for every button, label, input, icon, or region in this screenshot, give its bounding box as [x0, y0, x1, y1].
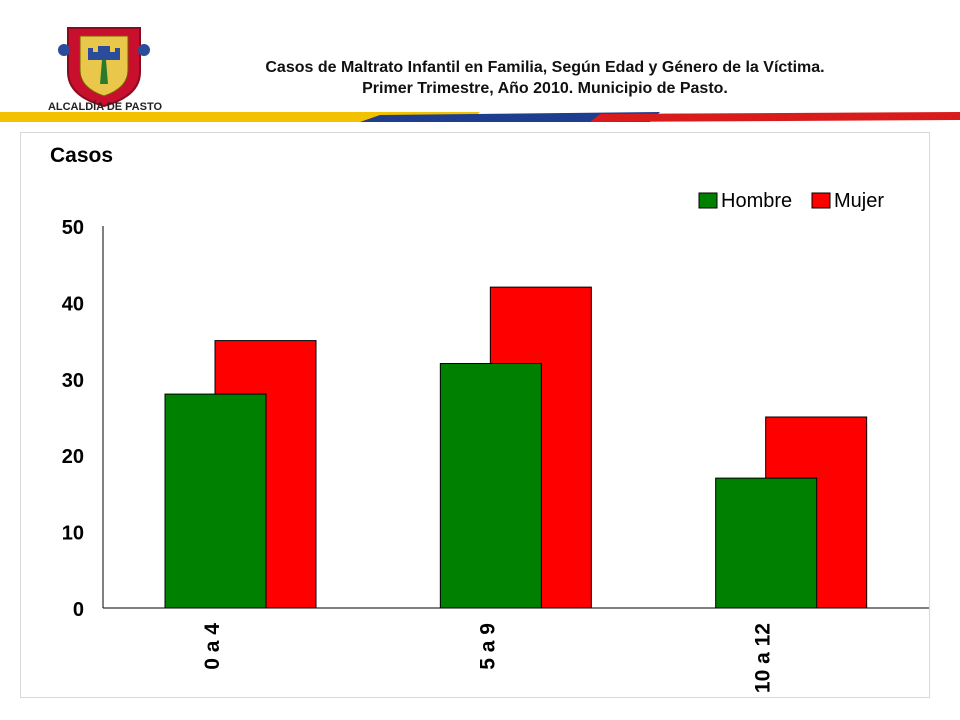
x-tick-label: 10 a 12 — [752, 623, 775, 693]
ornament-right-icon — [138, 44, 150, 56]
bar-hombre — [164, 393, 267, 609]
x-tick-label: 5 a 9 — [476, 623, 499, 670]
logo-text: ALCALDÍA DE PASTO — [48, 100, 163, 112]
stripe-yellow — [0, 112, 480, 122]
y-tick-label: 50 — [62, 217, 84, 239]
legend-swatch-mujer — [811, 192, 831, 209]
tick-labels: 0 10 20 30 40 50 0 a 4 5 a 9 10 a 12 — [62, 217, 775, 693]
y-tick-label: 10 — [62, 523, 84, 545]
stripe-red — [590, 112, 960, 122]
y-tick-label: 30 — [62, 370, 84, 392]
y-axis-label: Casos — [50, 144, 113, 167]
y-tick-label: 20 — [62, 446, 84, 468]
castle-icon — [88, 46, 120, 60]
page-title: Casos de Maltrato Infantil en Familia, S… — [200, 57, 890, 99]
y-tick-label: 0 — [73, 599, 84, 621]
bars — [164, 286, 868, 609]
bar-hombre — [439, 363, 542, 609]
bar-chart: Casos Hombre Mujer 0 10 20 30 40 50 0 a 4 5 a 9… — [50, 144, 929, 693]
title-line-2: Primer Trimestre, Año 2010. Municipio de… — [362, 80, 728, 97]
y-tick-label: 40 — [62, 293, 84, 315]
stripe-blue — [360, 112, 660, 122]
legend-label-mujer: Mujer — [834, 190, 884, 212]
figure-icon — [100, 60, 108, 84]
alcaldia-logo: ALCALDÍA DE PASTO — [48, 27, 163, 112]
legend-label-hombre: Hombre — [721, 190, 792, 212]
x-tick-label: 0 a 4 — [201, 623, 224, 670]
header-stripe — [0, 112, 960, 122]
title-line-1: Casos de Maltrato Infantil en Familia, S… — [265, 59, 825, 76]
bar-hombre — [715, 477, 818, 609]
ornament-left-icon — [58, 44, 70, 56]
chart-frame: Casos Hombre Mujer 0 10 20 30 40 50 0 a 4 5 a 9… — [20, 132, 930, 698]
legend-swatch-hombre — [698, 192, 718, 209]
legend: Hombre Mujer — [698, 190, 884, 212]
